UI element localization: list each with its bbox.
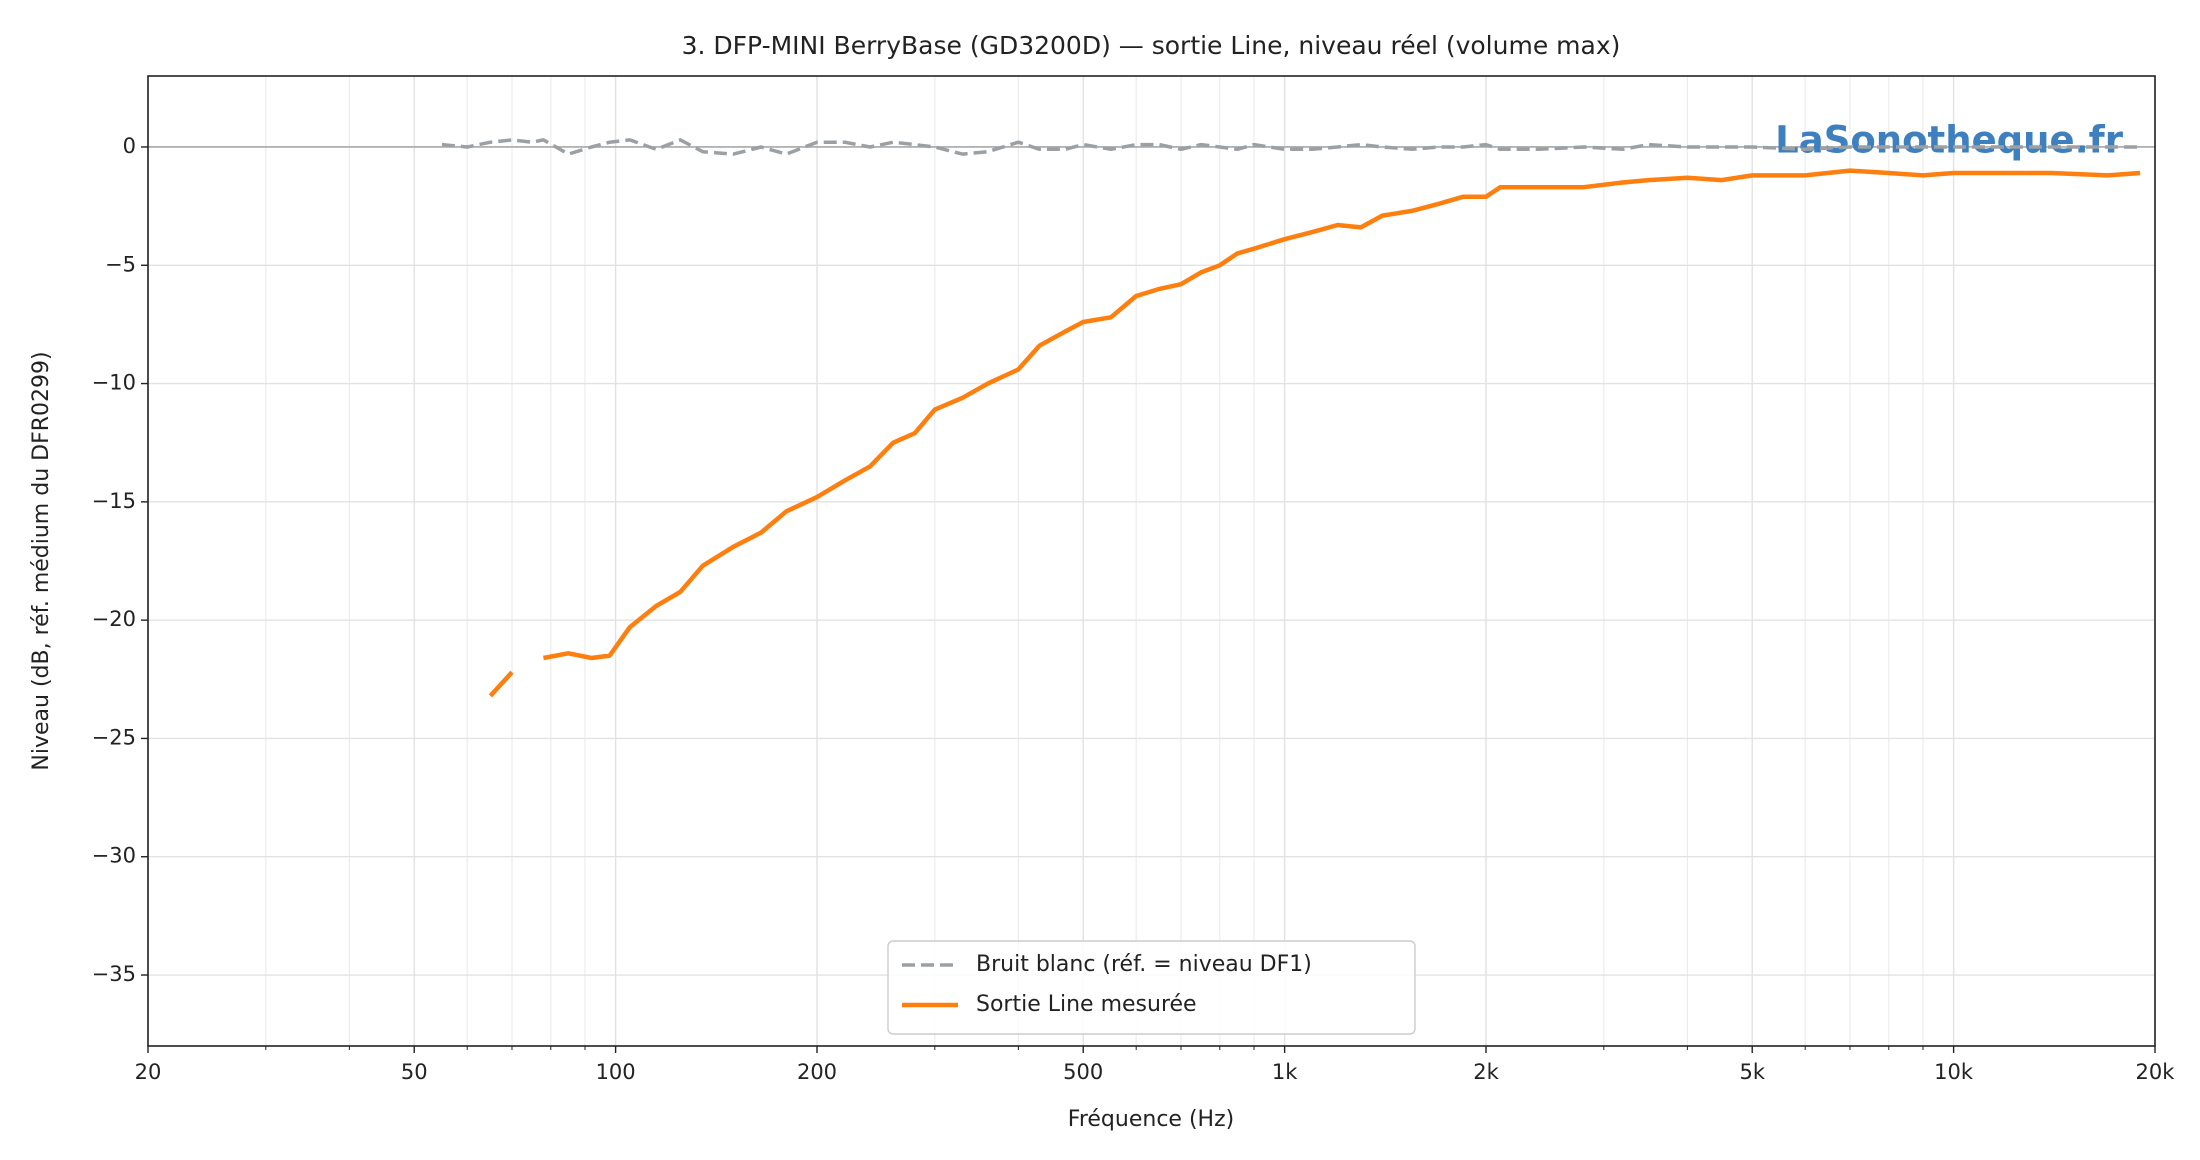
x-tick-label: 2k bbox=[1473, 1060, 1499, 1084]
legend-label: Bruit blanc (réf. = niveau DF1) bbox=[976, 952, 1312, 977]
x-tick-label: 200 bbox=[797, 1060, 837, 1084]
x-tick-label: 100 bbox=[596, 1060, 636, 1084]
y-tick-label: −25 bbox=[92, 725, 136, 749]
x-tick-label: 500 bbox=[1063, 1060, 1103, 1084]
y-tick-label: 0 bbox=[123, 134, 136, 158]
y-tick-label: −20 bbox=[92, 607, 136, 631]
y-tick-label: −15 bbox=[92, 489, 136, 513]
x-tick-label: 20 bbox=[135, 1060, 162, 1084]
data-line bbox=[441, 138, 2141, 156]
legend: Bruit blanc (réf. = niveau DF1) Sortie Li… bbox=[887, 940, 1416, 1035]
plot-frame bbox=[147, 75, 2156, 1047]
y-axis-label: Niveau (dB, réf. médium du DFR0299) bbox=[29, 351, 54, 770]
legend-frame bbox=[887, 940, 1416, 1035]
y-tick-label: −5 bbox=[105, 252, 136, 276]
x-tick-label: 5k bbox=[1739, 1060, 1765, 1084]
x-axis-label: Fréquence (Hz) bbox=[1068, 1107, 1234, 1132]
legend-label: Sortie Line mesurée bbox=[976, 992, 1197, 1017]
y-tick-label: −10 bbox=[92, 371, 136, 395]
x-tick-label: 1k bbox=[1272, 1060, 1298, 1084]
data-line bbox=[488, 168, 2141, 698]
x-tick-label: 10k bbox=[1934, 1060, 1974, 1084]
watermark: LaSonotheque.fr bbox=[1775, 119, 2124, 162]
chart-title: 3. DFP-MINI BerryBase (GD3200D) — sortie… bbox=[682, 31, 1621, 60]
x-tick-label: 50 bbox=[401, 1060, 428, 1084]
x-tick-label: 20k bbox=[2136, 1060, 2176, 1084]
y-tick-label: −35 bbox=[92, 962, 136, 986]
y-tick-label: −30 bbox=[92, 844, 136, 868]
